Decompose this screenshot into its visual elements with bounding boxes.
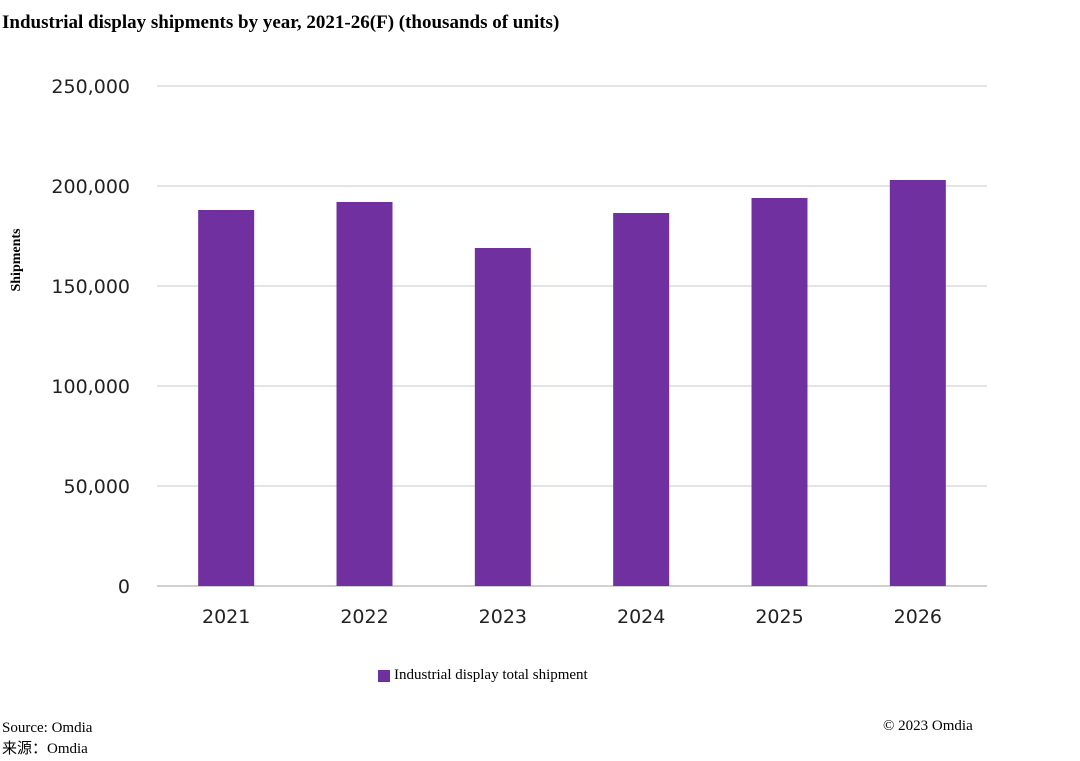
y-tick-label: 250,000 (51, 76, 130, 98)
bar-2026 (889, 180, 946, 586)
legend: Industrial display total shipment (378, 667, 588, 684)
bar-2022 (336, 202, 393, 586)
y-tick-label: 100,000 (51, 376, 130, 398)
x-tick-label: 2022 (340, 606, 388, 628)
y-tick-label: 200,000 (51, 176, 130, 198)
x-tick-label: 2024 (617, 606, 665, 628)
source-text: Source: Omdia (2, 720, 93, 736)
y-tick-label: 0 (118, 576, 130, 598)
x-tick-label: 2025 (755, 606, 803, 628)
bar-2025 (751, 198, 808, 586)
legend-label: Industrial display total shipment (394, 667, 588, 683)
y-tick-label: 150,000 (51, 276, 130, 298)
chart-title: Industrial display shipments by year, 20… (2, 12, 560, 33)
source-note: Source: Omdia 来源：Omdia (2, 718, 92, 760)
y-tick-label: 50,000 (64, 476, 130, 498)
bar-2024 (613, 213, 670, 586)
bar-2021 (198, 210, 255, 586)
x-tick-label: 2026 (894, 606, 942, 628)
source-text-cn: 来源：Omdia (2, 741, 88, 757)
copyright: © 2023 Omdia (883, 718, 973, 734)
bar-2023 (474, 248, 531, 586)
x-tick-label: 2021 (202, 606, 250, 628)
x-tick-label: 2023 (479, 606, 527, 628)
legend-swatch (378, 669, 390, 682)
